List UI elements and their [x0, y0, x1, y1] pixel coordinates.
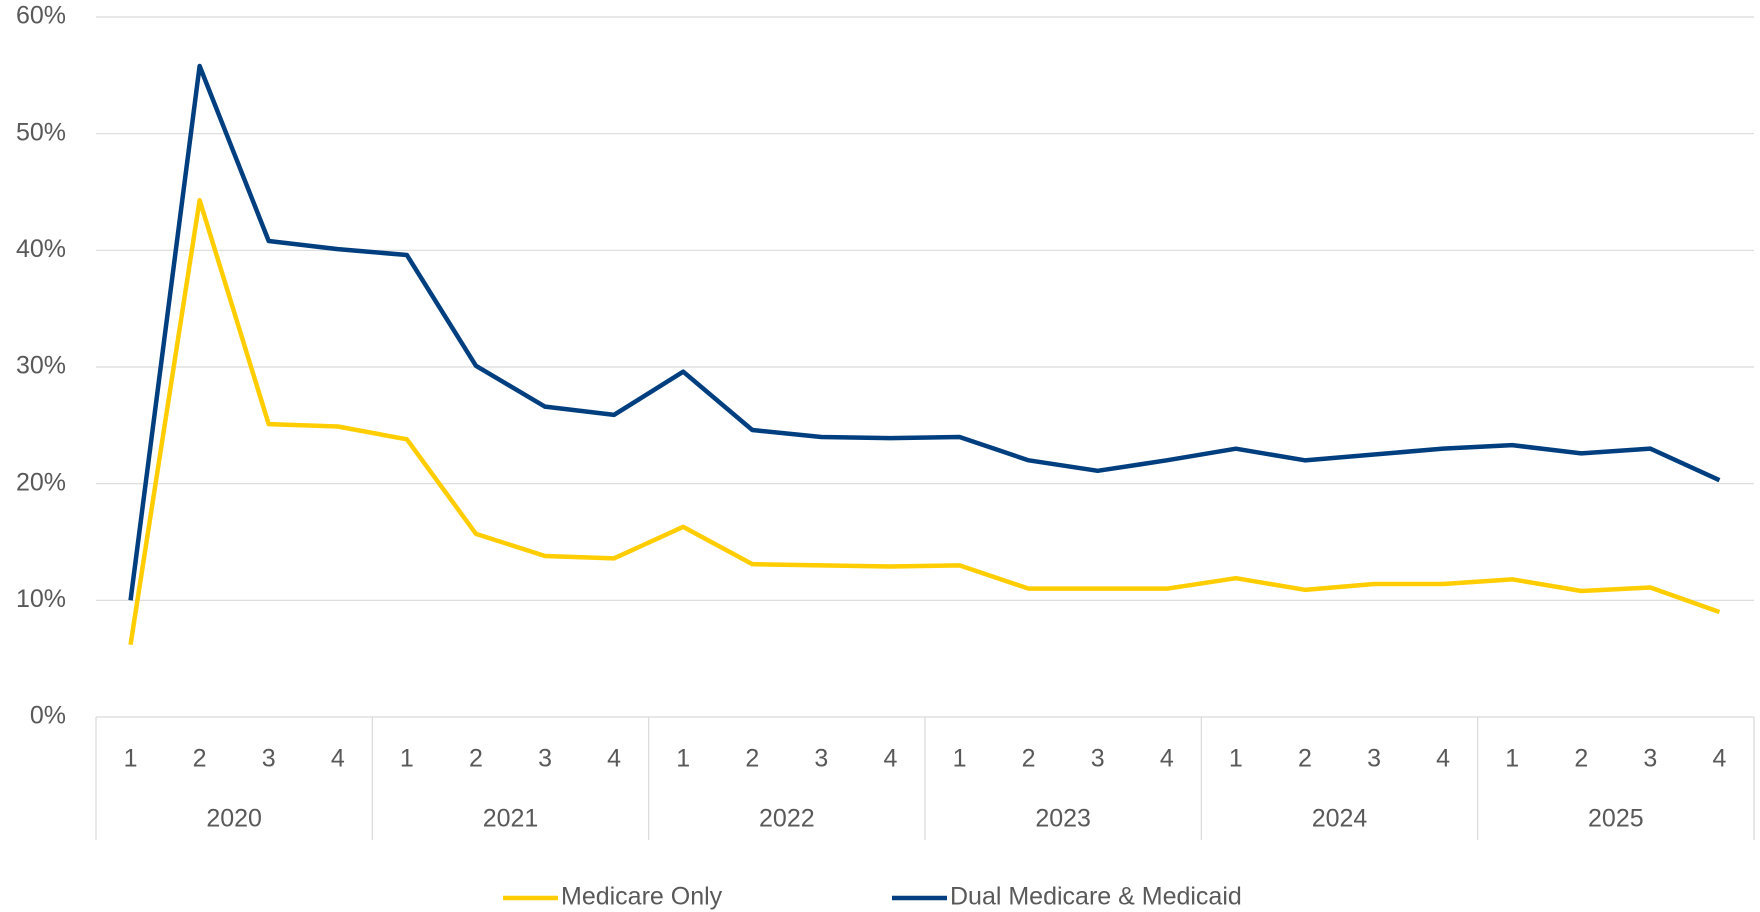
x-tick-label: 3 — [538, 745, 552, 773]
y-tick-label: 0% — [30, 702, 66, 730]
x-tick-label: 2 — [1298, 745, 1312, 773]
y-tick-label: 20% — [16, 468, 66, 496]
legend-label: Medicare Only — [561, 883, 723, 911]
x-tick-label: 1 — [1505, 745, 1519, 773]
x-tick-label: 2 — [1574, 745, 1588, 773]
y-tick-label: 60% — [16, 2, 66, 30]
x-tick-label: 3 — [1091, 745, 1105, 773]
year-label: 2023 — [1035, 805, 1091, 833]
x-tick-label: 3 — [1367, 745, 1381, 773]
y-tick-label: 50% — [16, 118, 66, 146]
x-tick-label: 4 — [607, 745, 621, 773]
y-tick-label: 30% — [16, 352, 66, 380]
x-tick-label: 2 — [1022, 745, 1036, 773]
x-tick-label: 4 — [1160, 745, 1174, 773]
x-tick-label: 3 — [814, 745, 828, 773]
legend-label: Dual Medicare & Medicaid — [950, 883, 1242, 911]
x-tick-label: 4 — [884, 745, 898, 773]
x-tick-label: 1 — [124, 745, 138, 773]
year-label: 2020 — [206, 805, 262, 833]
x-tick-label: 2 — [193, 745, 207, 773]
x-tick-label: 3 — [1643, 745, 1657, 773]
series-line — [128, 63, 1721, 601]
x-tick-label: 2 — [469, 745, 483, 773]
y-tick-label: 40% — [16, 235, 66, 263]
series-line — [128, 197, 1721, 646]
y-tick-label: 10% — [16, 585, 66, 613]
x-tick-label: 1 — [953, 745, 967, 773]
year-label: 2024 — [1312, 805, 1368, 833]
x-tick-label: 4 — [1436, 745, 1450, 773]
year-label: 2025 — [1588, 805, 1644, 833]
year-label: 2022 — [759, 805, 815, 833]
x-tick-label: 3 — [262, 745, 276, 773]
year-label: 2021 — [483, 805, 539, 833]
x-tick-label: 4 — [331, 745, 345, 773]
x-tick-label: 1 — [400, 745, 414, 773]
x-tick-label: 1 — [1229, 745, 1243, 773]
x-tick-label: 4 — [1713, 745, 1727, 773]
x-tick-label: 2 — [745, 745, 759, 773]
x-tick-label: 1 — [676, 745, 690, 773]
